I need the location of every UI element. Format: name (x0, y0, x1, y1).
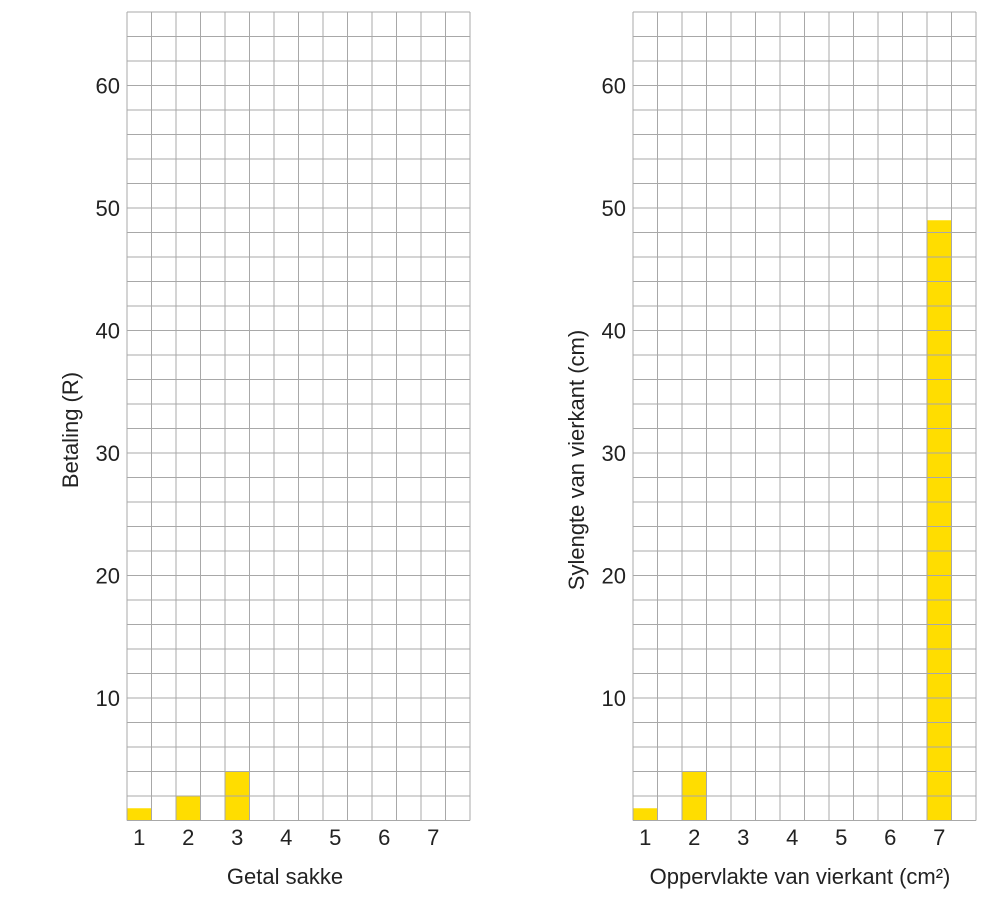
y-tick-label-20: 20 (96, 564, 120, 589)
y-tick-label-40: 40 (602, 319, 626, 344)
x-tick-labels: 1 2 3 4 5 6 7 (639, 825, 945, 850)
x-tick-label-1: 1 (639, 825, 651, 850)
x-tick-label-5: 5 (835, 825, 847, 850)
bar-1 (127, 808, 152, 821)
y-tick-label-60: 60 (602, 74, 626, 99)
x-tick-label-2: 2 (688, 825, 700, 850)
x-axis-label: Getal sakke (227, 864, 343, 889)
y-tick-label-50: 50 (602, 196, 626, 221)
bar-2 (176, 796, 201, 821)
y-tick-label-60: 60 (96, 74, 120, 99)
x-tick-label-6: 6 (378, 825, 390, 850)
x-tick-labels: 1 2 3 4 5 6 7 (133, 825, 439, 850)
chart-payment-vs-bags: 10 20 30 40 50 60 1 2 3 4 5 6 7 Getal sakke Betalin… (58, 11, 471, 889)
y-tick-label-50: 50 (96, 196, 120, 221)
x-tick-label-3: 3 (737, 825, 749, 850)
x-tick-label-4: 4 (280, 825, 292, 850)
x-tick-label-1: 1 (133, 825, 145, 850)
bar-1 (633, 808, 658, 821)
x-tick-label-6: 6 (884, 825, 896, 850)
bar-7 (927, 220, 952, 821)
y-tick-labels: 10 20 30 40 50 60 (602, 74, 626, 712)
x-tick-label-5: 5 (329, 825, 341, 850)
x-tick-label-7: 7 (427, 825, 439, 850)
y-tick-label-40: 40 (96, 319, 120, 344)
x-tick-label-7: 7 (933, 825, 945, 850)
x-axis-label: Oppervlakte van vierkant (cm²) (650, 864, 951, 889)
y-tick-labels: 10 20 30 40 50 60 (96, 74, 120, 712)
y-tick-label-10: 10 (96, 686, 120, 711)
chart-grid (632, 11, 977, 821)
y-tick-label-30: 30 (602, 441, 626, 466)
x-tick-label-3: 3 (231, 825, 243, 850)
x-tick-label-2: 2 (182, 825, 194, 850)
y-tick-label-30: 30 (96, 441, 120, 466)
y-tick-label-10: 10 (602, 686, 626, 711)
y-axis-label: Sylengte van vierkant (cm) (564, 330, 589, 590)
x-tick-label-4: 4 (786, 825, 798, 850)
y-axis-label: Betaling (R) (58, 372, 83, 488)
chart-bars (633, 220, 952, 821)
chart-side-vs-area: 10 20 30 40 50 60 1 2 3 4 5 6 7 Oppervlakte van vie… (564, 11, 977, 889)
y-tick-label-20: 20 (602, 564, 626, 589)
chart-grid (126, 11, 471, 821)
